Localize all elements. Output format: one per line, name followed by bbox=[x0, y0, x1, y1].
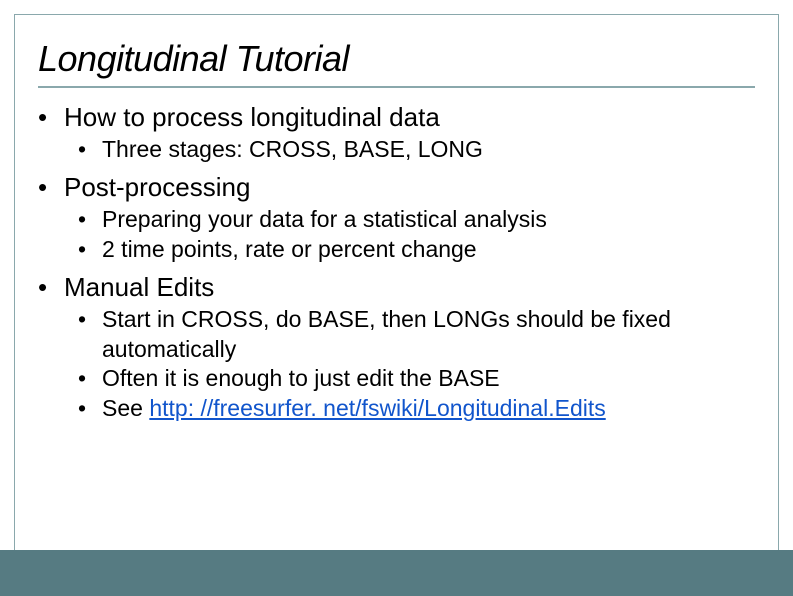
bullet-list: • How to process longitudinal data • Thr… bbox=[38, 102, 755, 423]
sub-bullet-text-with-link: See http: //freesurfer. net/fswiki/Longi… bbox=[102, 394, 606, 423]
sub-bullet-item: • 2 time points, rate or percent change bbox=[38, 235, 755, 264]
link-prefix: See bbox=[102, 395, 149, 421]
bullet-marker: • bbox=[78, 135, 102, 164]
sub-bullet-text: Often it is enough to just edit the BASE bbox=[102, 364, 500, 393]
bullet-marker: • bbox=[78, 235, 102, 264]
sub-bullet-list: • Start in CROSS, do BASE, then LONGs sh… bbox=[38, 305, 755, 423]
sub-bullet-text: 2 time points, rate or percent change bbox=[102, 235, 477, 264]
bullet-text: How to process longitudinal data bbox=[64, 102, 440, 133]
sub-bullet-item: • Three stages: CROSS, BASE, LONG bbox=[38, 135, 755, 164]
sub-bullet-list: • Three stages: CROSS, BASE, LONG bbox=[38, 135, 755, 164]
sub-bullet-text: Start in CROSS, do BASE, then LONGs shou… bbox=[102, 305, 755, 364]
sub-bullet-item: • Preparing your data for a statistical … bbox=[38, 205, 755, 234]
sub-bullet-list: • Preparing your data for a statistical … bbox=[38, 205, 755, 264]
sub-bullet-item: • See http: //freesurfer. net/fswiki/Lon… bbox=[38, 394, 755, 423]
bullet-marker: • bbox=[38, 272, 64, 303]
bullet-text: Manual Edits bbox=[64, 272, 214, 303]
sub-bullet-item: • Start in CROSS, do BASE, then LONGs sh… bbox=[38, 305, 755, 364]
bullet-item: • Manual Edits • Start in CROSS, do BASE… bbox=[38, 272, 755, 423]
bullet-marker: • bbox=[78, 364, 102, 393]
footer-band bbox=[0, 550, 793, 596]
bullet-marker: • bbox=[38, 102, 64, 133]
slide-content: Longitudinal Tutorial • How to process l… bbox=[14, 14, 779, 596]
sub-bullet-text: Preparing your data for a statistical an… bbox=[102, 205, 547, 234]
bullet-marker: • bbox=[78, 205, 102, 234]
bullet-item: • Post-processing • Preparing your data … bbox=[38, 172, 755, 264]
title-underline bbox=[38, 86, 755, 88]
bullet-marker: • bbox=[78, 305, 102, 334]
sub-bullet-text: Three stages: CROSS, BASE, LONG bbox=[102, 135, 483, 164]
bullet-item: • How to process longitudinal data • Thr… bbox=[38, 102, 755, 164]
reference-link[interactable]: http: //freesurfer. net/fswiki/Longitudi… bbox=[149, 395, 605, 421]
bullet-marker: • bbox=[78, 394, 102, 423]
bullet-marker: • bbox=[38, 172, 64, 203]
bullet-text: Post-processing bbox=[64, 172, 250, 203]
slide-title: Longitudinal Tutorial bbox=[38, 38, 755, 80]
sub-bullet-item: • Often it is enough to just edit the BA… bbox=[38, 364, 755, 393]
